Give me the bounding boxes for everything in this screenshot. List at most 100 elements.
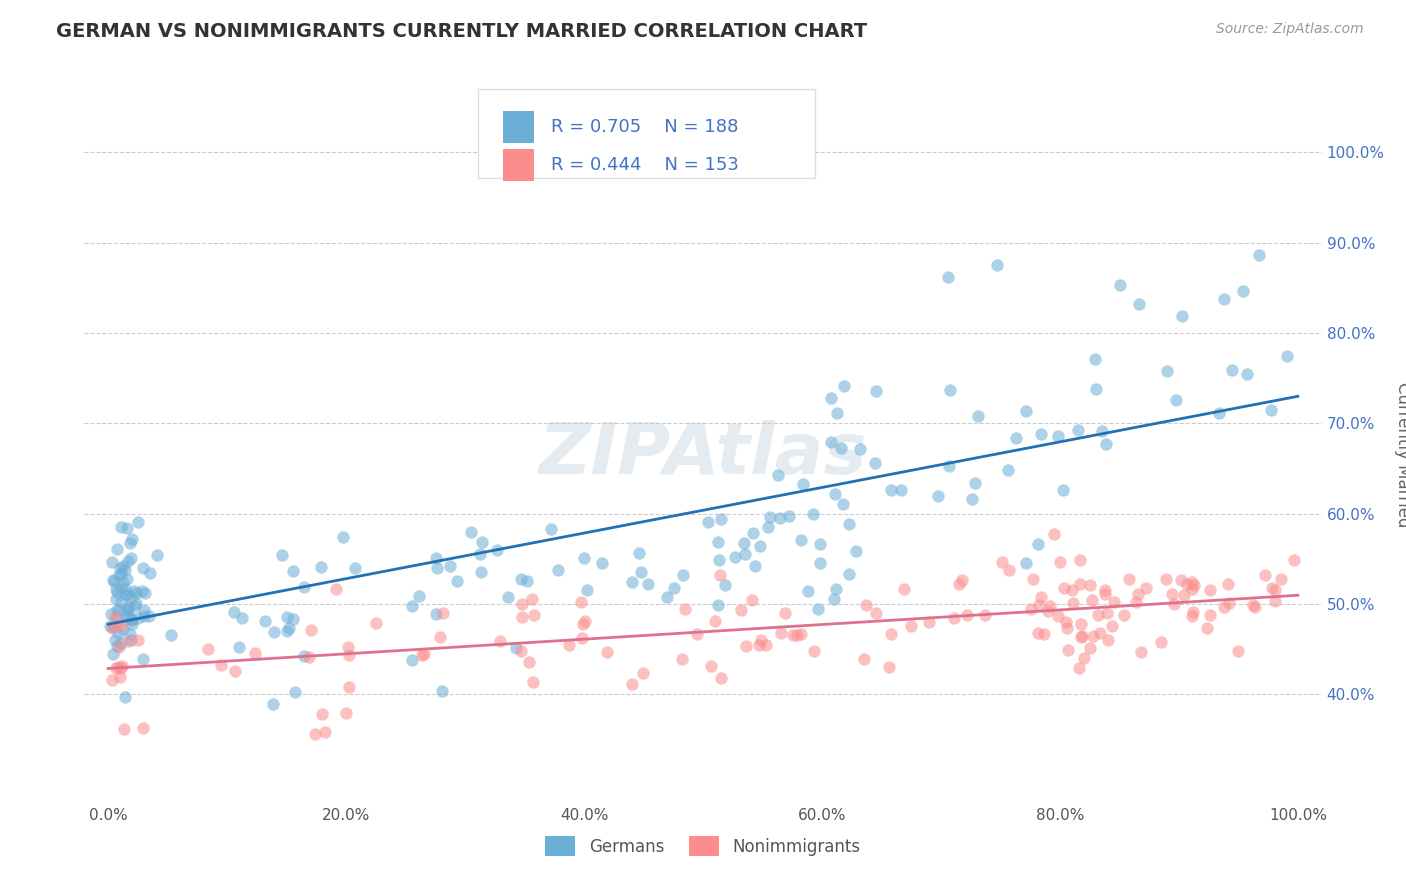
Point <box>432 607 454 621</box>
Point <box>710 511 733 525</box>
Point <box>1135 581 1157 595</box>
Point <box>401 653 423 667</box>
Point <box>101 574 124 588</box>
Point <box>1028 598 1050 612</box>
Point <box>408 589 430 603</box>
Point <box>956 608 979 623</box>
Point <box>101 673 124 687</box>
Point <box>730 603 752 617</box>
Point <box>825 582 848 596</box>
Point <box>132 560 155 574</box>
Point <box>557 639 579 653</box>
Point <box>808 557 831 571</box>
Point <box>105 603 128 617</box>
Point <box>825 406 848 420</box>
Point <box>1081 629 1104 643</box>
Point <box>132 721 155 735</box>
Point <box>117 553 139 567</box>
Point <box>686 627 709 641</box>
Point <box>1150 635 1173 649</box>
Point <box>1128 297 1150 311</box>
Point <box>782 628 804 642</box>
Point <box>228 640 250 655</box>
Point <box>838 516 860 531</box>
Point <box>284 685 307 699</box>
Point <box>1161 587 1184 601</box>
Point <box>105 542 128 557</box>
Point <box>671 652 693 666</box>
Point <box>101 647 124 661</box>
Point <box>413 648 436 662</box>
Point <box>1071 629 1094 643</box>
Point <box>430 684 453 698</box>
Point <box>224 605 246 619</box>
Point <box>510 610 533 624</box>
Point <box>125 596 148 610</box>
Point <box>522 674 544 689</box>
Point <box>314 725 336 739</box>
Point <box>820 434 842 449</box>
Point <box>114 690 136 705</box>
Point <box>1038 604 1060 618</box>
Point <box>111 659 134 673</box>
Point <box>1054 615 1077 630</box>
Point <box>276 624 298 638</box>
Point <box>105 585 128 599</box>
Point <box>574 614 596 628</box>
Point <box>1260 581 1282 595</box>
Point <box>1198 608 1220 623</box>
Point <box>304 727 326 741</box>
Point <box>1213 599 1236 614</box>
Point <box>707 534 730 549</box>
Point <box>1062 596 1084 610</box>
Point <box>101 621 124 635</box>
Point <box>1084 382 1107 396</box>
Point <box>509 573 531 587</box>
Point <box>120 633 142 648</box>
Point <box>990 555 1012 569</box>
Point <box>1101 619 1123 633</box>
Point <box>1052 483 1074 497</box>
Point <box>672 567 695 582</box>
Point <box>938 459 960 474</box>
Point <box>714 578 737 592</box>
Point <box>121 532 143 546</box>
Point <box>1022 573 1045 587</box>
Point <box>522 608 544 623</box>
Point <box>1156 364 1178 378</box>
Point <box>986 258 1008 272</box>
Point <box>117 521 139 535</box>
Point <box>1243 600 1265 615</box>
Point <box>425 550 447 565</box>
Point <box>114 582 136 596</box>
Point <box>1067 661 1090 675</box>
Point <box>496 590 519 604</box>
Point <box>998 563 1021 577</box>
Point <box>900 619 922 633</box>
Point <box>105 661 128 675</box>
Point <box>1181 582 1204 596</box>
Point <box>509 644 531 658</box>
Point <box>517 655 540 669</box>
Point <box>1029 427 1052 442</box>
Point <box>127 611 149 625</box>
Point <box>790 533 813 547</box>
Point <box>1264 594 1286 608</box>
Point <box>832 378 855 392</box>
Point <box>741 526 763 541</box>
Point <box>621 676 644 690</box>
Point <box>697 516 720 530</box>
Point <box>110 636 132 650</box>
Point <box>709 568 731 582</box>
Point <box>803 643 825 657</box>
Point <box>849 442 872 456</box>
Point <box>571 595 593 609</box>
Point <box>120 536 142 550</box>
Point <box>120 612 142 626</box>
Point <box>1163 597 1185 611</box>
Point <box>335 706 357 720</box>
Point <box>127 515 149 529</box>
Point <box>337 648 360 662</box>
Point <box>1015 557 1038 571</box>
Point <box>630 566 652 580</box>
